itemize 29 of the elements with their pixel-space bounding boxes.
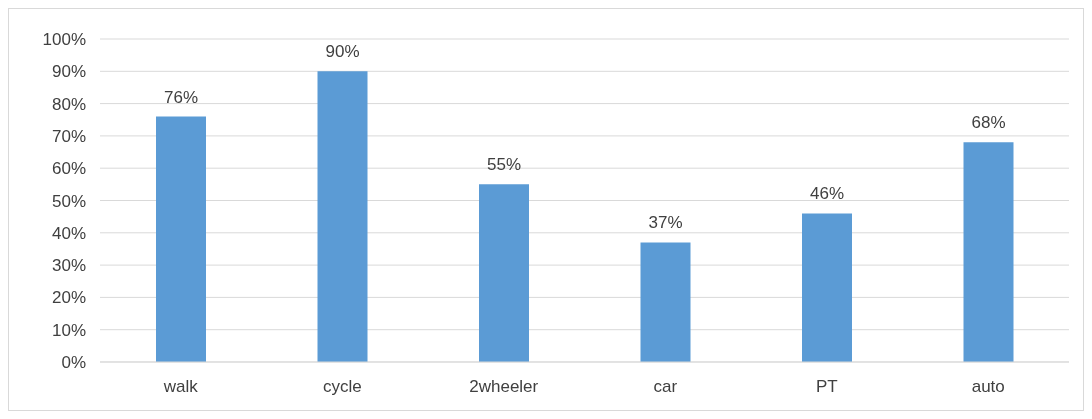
y-tick-label: 10% [51,320,86,340]
y-tick-label: 0% [61,353,86,373]
y-tick-label: 30% [51,256,86,276]
x-tick-label: walk [162,377,199,397]
data-label: 46% [809,184,845,204]
x-tick-label: auto [971,377,1005,397]
bar [802,213,852,362]
y-tick-label: 20% [51,288,86,308]
bar [479,184,529,362]
data-label: 68% [971,113,1006,133]
data-label: 76% [163,87,199,107]
y-tick-label: 50% [51,191,86,211]
x-tick-label: PT [815,377,838,397]
data-label: 90% [325,42,360,62]
y-tick-label: 90% [51,62,86,82]
bar [640,242,691,362]
x-tick-label: 2wheeler [469,377,539,397]
y-tick-label: 70% [51,126,86,146]
x-tick-label: cycle [322,377,362,397]
y-tick-label: 100% [42,30,86,50]
y-tick-label: 40% [51,223,86,243]
x-tick-label: car [653,377,678,397]
bar [317,71,368,362]
bar [963,142,1014,362]
y-tick-label: 60% [51,159,86,179]
data-label: 37% [648,213,683,233]
data-label: 55% [486,155,522,175]
bar [156,116,206,362]
y-tick-label: 80% [51,94,86,114]
